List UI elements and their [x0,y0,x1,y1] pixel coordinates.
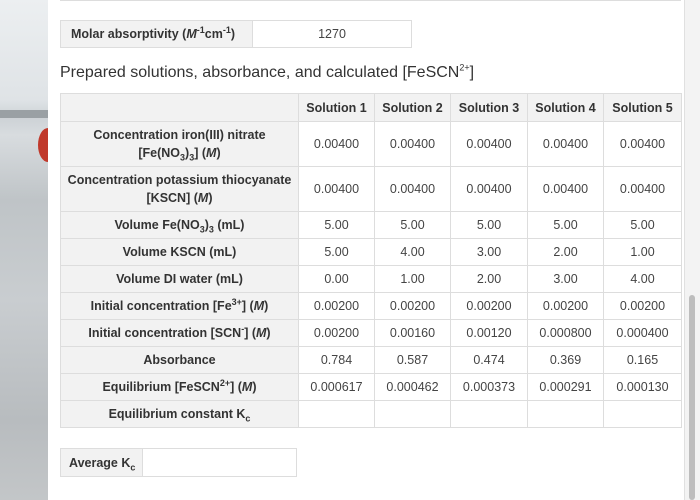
scrollbar-thumb[interactable] [689,295,695,500]
kc-input-cell[interactable] [450,400,528,428]
column-header: Solution 3 [450,93,528,122]
table-cell: 4.00 [603,265,682,293]
table-cell: 5.00 [374,211,451,239]
average-kc-input[interactable] [143,449,296,476]
table-cell: 0.369 [527,346,604,374]
row-label: Equilibrium [FeSCN2+] (M) [60,373,299,401]
solutions-table: Solution 1 Solution 2 Solution 3 Solutio… [60,93,682,428]
table-cell: 0.00200 [298,292,375,320]
table-cell: 0.00120 [450,319,528,347]
row-label: Initial concentration [Fe3+] (M) [60,292,299,320]
average-kc-row: Average Kc [60,448,297,477]
background-shelf [0,110,48,118]
table-cell: 0.000130 [603,373,682,401]
column-header: Solution 1 [298,93,375,122]
column-header: Solution 5 [603,93,682,122]
table-cell: 0.00200 [298,319,375,347]
scrollbar-track[interactable] [684,0,700,500]
table-cell: 2.00 [450,265,528,293]
table-row: Initial concentration [Fe3+] (M) 0.00200… [60,292,682,320]
table-cell: 0.000800 [527,319,604,347]
molar-absorptivity-row: Molar absorptivity (M-1cm-1) 1270 [60,20,412,48]
table-row: Volume DI water (mL) 0.00 1.00 2.00 3.00… [60,265,682,293]
row-label: Concentration potassium thiocyanate [KSCN… [60,166,299,212]
table-cell: 0.474 [450,346,528,374]
table-cell: 0.00200 [527,292,604,320]
table-row: Equilibrium [FeSCN2+] (M) 0.000617 0.000… [60,373,682,401]
table-cell: 0.00400 [374,121,451,167]
table-cell: 4.00 [374,238,451,266]
molar-absorptivity-label: Molar absorptivity (M-1cm-1) [61,21,253,47]
table-cell: 0.00400 [374,166,451,212]
row-label: Equilibrium constant Kc [60,400,299,428]
table-cell: 5.00 [298,238,375,266]
table-cell: 0.000462 [374,373,451,401]
column-header: Solution 2 [374,93,451,122]
table-cell: 0.00160 [374,319,451,347]
table-cell: 0.00400 [603,121,682,167]
table-cell: 0.00400 [527,121,604,167]
table-corner [60,93,299,122]
table-header-row: Solution 1 Solution 2 Solution 3 Solutio… [60,93,682,122]
table-cell: 0.00400 [450,121,528,167]
table-cell: 5.00 [450,211,528,239]
table-row: Concentration potassium thiocyanate [KSCN… [60,166,682,212]
table-cell: 2.00 [527,238,604,266]
table-cell: 0.00200 [450,292,528,320]
table-cell: 0.00400 [450,166,528,212]
table-cell: 0.587 [374,346,451,374]
table-cell: 3.00 [450,238,528,266]
table-row: Concentration iron(III) nitrate [Fe(NO3)3… [60,121,682,167]
kc-input-cell[interactable] [298,400,375,428]
divider [60,0,681,1]
table-row: Initial concentration [SCN-] (M) 0.00200… [60,319,682,347]
table-cell: 0.00400 [298,166,375,212]
table-cell: 0.000291 [527,373,604,401]
average-kc-label: Average Kc [61,449,143,476]
table-row: Volume KSCN (mL) 5.00 4.00 3.00 2.00 1.0… [60,238,682,266]
table-cell: 0.000400 [603,319,682,347]
table-cell: 0.000373 [450,373,528,401]
table-cell: 0.00 [298,265,375,293]
row-label: Volume Fe(NO3)3 (mL) [60,211,299,239]
worksheet-panel: Molar absorptivity (M-1cm-1) 1270 Prepar… [48,0,684,500]
table-title: Prepared solutions, absorbance, and calc… [60,62,475,81]
row-label: Volume KSCN (mL) [60,238,299,266]
table-cell: 0.00400 [527,166,604,212]
background-photo [0,0,58,500]
row-label: Initial concentration [SCN-] (M) [60,319,299,347]
row-label: Concentration iron(III) nitrate [Fe(NO3)3… [60,121,299,167]
table-cell: 1.00 [374,265,451,293]
table-cell: 0.00200 [374,292,451,320]
table-cell: 5.00 [603,211,682,239]
table-row: Volume Fe(NO3)3 (mL) 5.00 5.00 5.00 5.00… [60,211,682,239]
row-label: Absorbance [60,346,299,374]
table-cell: 3.00 [527,265,604,293]
table-cell: 0.000617 [298,373,375,401]
table-cell: 0.00400 [603,166,682,212]
kc-input-cell[interactable] [527,400,604,428]
table-cell: 0.165 [603,346,682,374]
molar-absorptivity-value: 1270 [318,27,346,41]
table-cell: 0.00400 [298,121,375,167]
table-cell: 0.00200 [603,292,682,320]
table-row: Absorbance 0.784 0.587 0.474 0.369 0.165 [60,346,682,374]
table-row: Equilibrium constant Kc [60,400,682,428]
kc-input-cell[interactable] [374,400,451,428]
kc-input-cell[interactable] [603,400,682,428]
row-label: Volume DI water (mL) [60,265,299,293]
table-cell: 1.00 [603,238,682,266]
table-cell: 0.784 [298,346,375,374]
column-header: Solution 4 [527,93,604,122]
table-cell: 5.00 [527,211,604,239]
table-cell: 5.00 [298,211,375,239]
